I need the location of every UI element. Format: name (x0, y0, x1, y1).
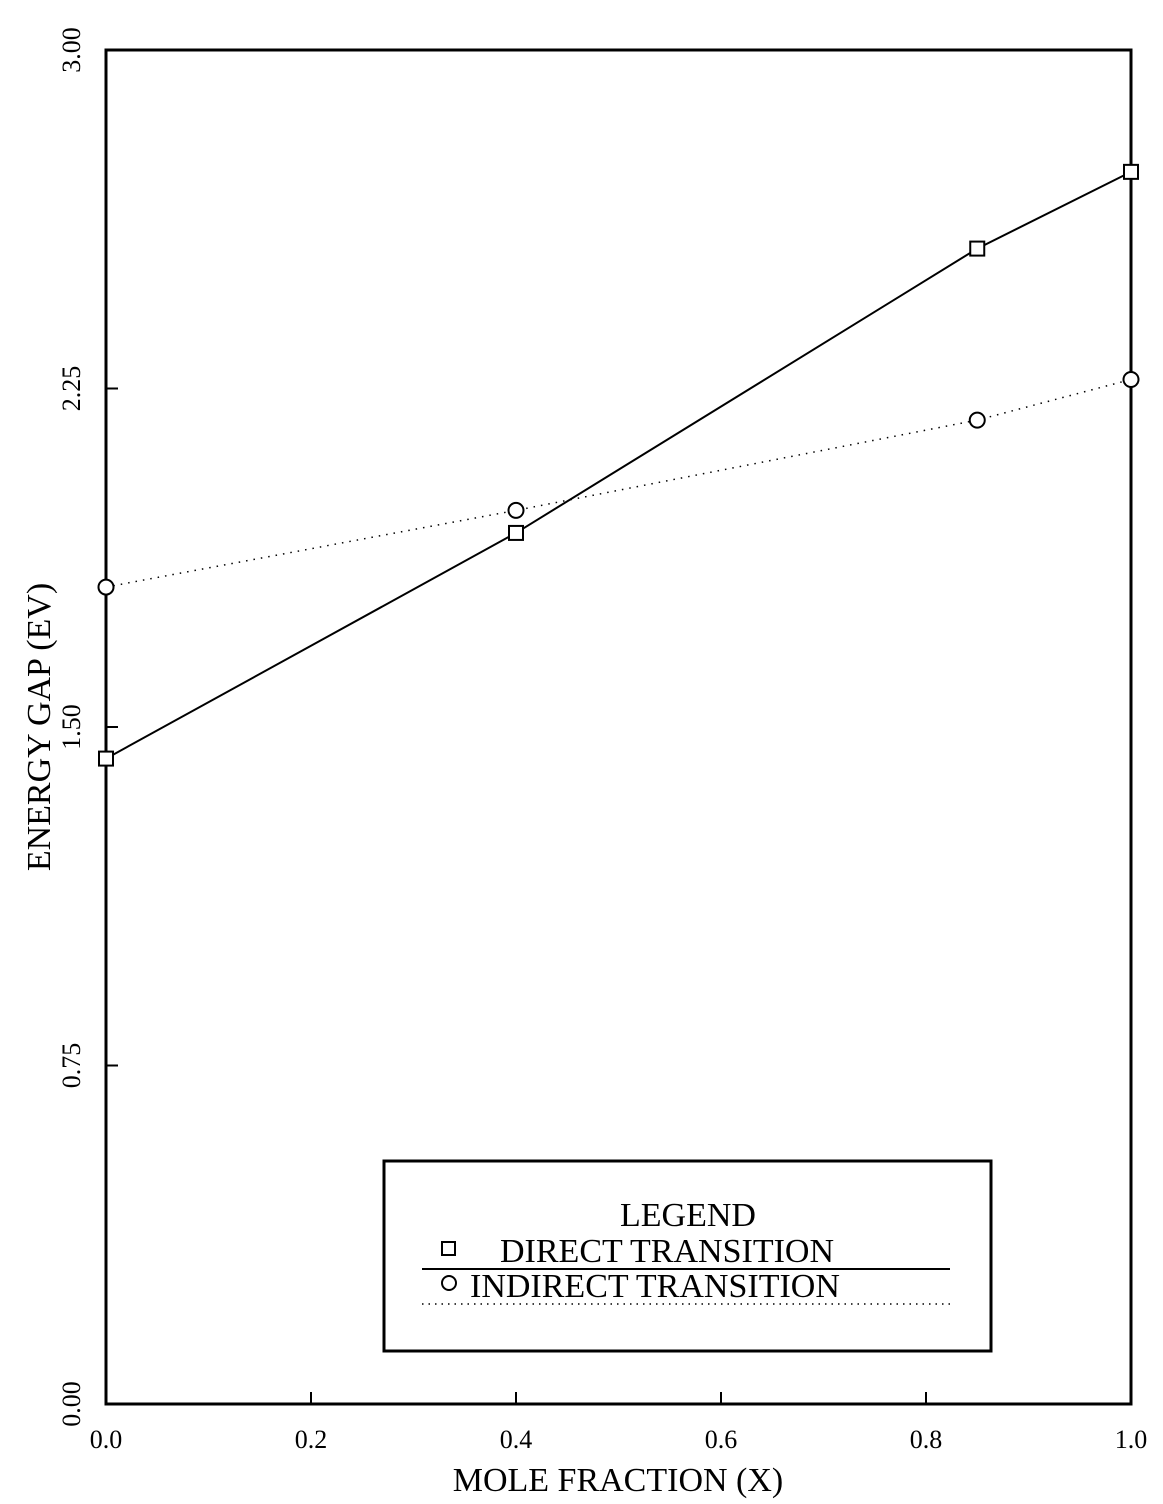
legend-box (382, 1159, 993, 1353)
direct-transition-line (105, 170, 1132, 760)
legend-label-indirect: INDIRECT TRANSITION (470, 1268, 840, 1305)
y-tick-label: 0.00 (57, 1381, 86, 1427)
x-tick-label: 0.0 (90, 1425, 123, 1454)
legend: LEGEND DIRECT TRANSITION INDIRECT TRANSI… (382, 1159, 993, 1353)
y-axis-title: ENERGY GAP (EV) (21, 583, 58, 871)
indirect-transition-point (968, 411, 986, 429)
legend-label-direct: DIRECT TRANSITION (500, 1233, 834, 1270)
series-layer (97, 163, 1140, 767)
y-tick-label: 0.75 (57, 1043, 86, 1089)
x-tick-label: 0.6 (705, 1425, 738, 1454)
x-axis-title: MOLE FRACTION (X) (453, 1462, 784, 1499)
x-axis-ticks: 0.0 0.2 0.4 0.6 0.8 1.0 (90, 1392, 1148, 1454)
x-tick-label: 0.8 (910, 1425, 943, 1454)
direct-transition-point (98, 750, 114, 767)
indirect-transition-line (105, 378, 1132, 588)
y-axis-ticks: 0.00 0.75 1.50 2.25 3.00 (57, 27, 118, 1427)
y-tick-label: 2.25 (57, 366, 86, 412)
x-tick-label: 1.0 (1115, 1425, 1148, 1454)
indirect-transition-point (97, 578, 115, 596)
direct-transition-point (1123, 163, 1139, 180)
direct-transition-point (508, 524, 524, 541)
legend-square-marker (441, 1241, 456, 1256)
legend-circle-marker (441, 1275, 457, 1291)
x-tick-label: 0.4 (500, 1425, 533, 1454)
indirect-transition-point (507, 501, 525, 519)
legend-title: LEGEND (620, 1197, 756, 1234)
direct-transition-point (969, 240, 986, 257)
indirect-transition-point (1122, 370, 1140, 388)
x-tick-label: 0.2 (295, 1425, 328, 1454)
y-tick-label: 1.50 (57, 704, 86, 750)
y-tick-label: 3.00 (57, 27, 86, 73)
